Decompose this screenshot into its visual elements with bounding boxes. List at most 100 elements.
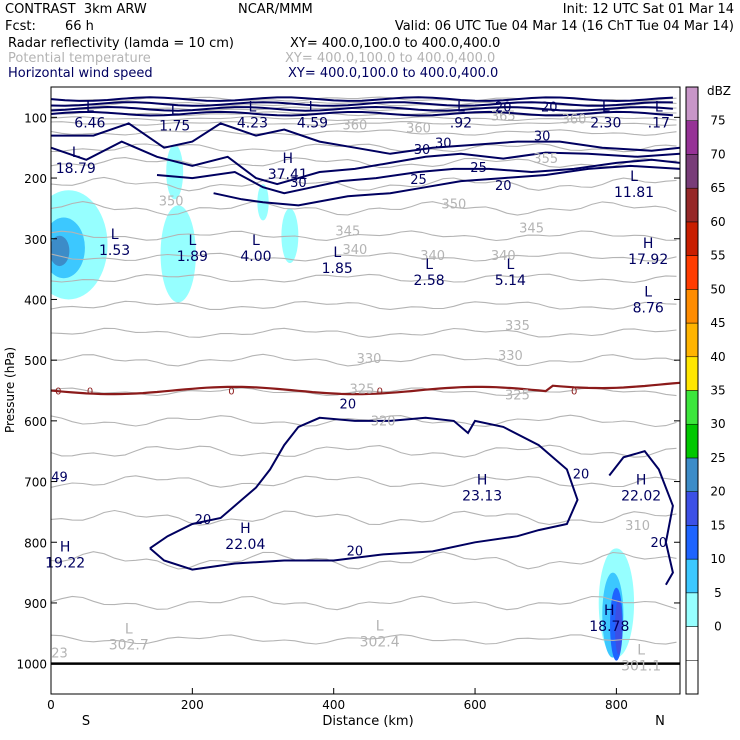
extremum-letter: L [252, 233, 260, 249]
colorbar-label: 60 [710, 215, 725, 229]
colorbar-label: 25 [710, 451, 725, 465]
theta-label: 350 [159, 194, 184, 209]
wind-label: 25 [470, 161, 487, 176]
extremum-letter: L [86, 99, 94, 115]
colorbar-swatch [685, 525, 699, 560]
colorbar-label: 5 [714, 586, 722, 600]
echo-a [166, 144, 184, 200]
upper-wind-contour [51, 96, 673, 103]
theta-label: 350 [441, 197, 466, 212]
echo-south-max [614, 599, 623, 655]
extremum-value: 6.46 [74, 115, 105, 131]
extremum-value: 5.14 [495, 273, 526, 289]
extremum-letter: H [636, 473, 647, 489]
freezing-level-line [51, 381, 680, 396]
y-tick-label: 200 [24, 172, 47, 186]
extremum-value: 1.85 [322, 261, 353, 277]
theta-contour [51, 509, 677, 526]
extremum-letter: L [506, 257, 514, 273]
extremum-value: 4.23 [237, 115, 268, 131]
plot-area: 0 0 0 0 0 [51, 96, 680, 661]
wind-label: 25 [410, 173, 427, 188]
extremum-letter: L [376, 618, 384, 634]
theta-contour [51, 252, 677, 262]
theta-contour [51, 106, 677, 112]
extremum-value: 301.1 [621, 659, 661, 675]
extremum-letter: H [477, 473, 488, 489]
y-tick-label: 600 [24, 415, 47, 429]
colorbar-swatch [685, 255, 699, 290]
x-tick-label: 0 [47, 698, 55, 712]
lower-jet-contour [149, 416, 579, 571]
extremum-letter: L [333, 245, 341, 261]
theta-contour [51, 595, 677, 611]
fcst-label: Fcst: [5, 19, 36, 34]
wind-label: 20 [347, 545, 364, 560]
chart-title: CONTRAST 3km ARW [5, 2, 147, 17]
colorbar-label: 20 [710, 485, 725, 499]
theta-label: 310 [625, 519, 650, 534]
extremum-value: 22.04 [225, 537, 265, 553]
colorbar-swatch [685, 86, 699, 121]
wind-label: 20 [573, 468, 590, 483]
upper-wind-contour [51, 110, 673, 117]
wind-label: 20 [495, 100, 512, 115]
freezing-level-label: 0 [55, 387, 61, 398]
theta-contour [51, 414, 677, 428]
y-tick-label: 500 [24, 354, 47, 368]
theta-label: 345 [519, 222, 544, 237]
extremum-letter: L [602, 99, 610, 115]
theta-label: 335 [505, 319, 530, 334]
colorbar-swatch [685, 491, 699, 526]
extremum-value: 1.89 [177, 249, 208, 265]
extremum-letter: L [111, 227, 119, 243]
echo-b [160, 205, 196, 303]
extremum-value: 22.02 [621, 489, 661, 505]
extremum-value: 1.53 [99, 243, 130, 259]
theta-contour [51, 387, 677, 397]
jet-contour [156, 158, 680, 195]
extremum-letter: L [457, 99, 465, 115]
edge-label: 23 [51, 647, 68, 662]
theta-contour [51, 273, 677, 284]
y-tick-label: 400 [24, 293, 47, 307]
colorbar-swatch [685, 592, 699, 627]
freezing-level-label: 0 [87, 387, 93, 398]
theta-label: 340 [491, 249, 516, 264]
x-axis-title: Distance (km) [322, 714, 413, 729]
theta-contour [51, 129, 677, 136]
theta-label: 355 [533, 152, 558, 167]
wind-label: 20 [495, 179, 512, 194]
extremum-value: .92 [450, 115, 472, 131]
east-wind-contour [608, 450, 674, 586]
extremum-letter: L [630, 169, 638, 185]
extremum-value: 302.4 [360, 634, 400, 650]
colorbar-label: 70 [710, 147, 725, 161]
y-axis-title: Pressure (hPa) [3, 347, 17, 433]
theta-label: 360 [406, 122, 431, 137]
reflectivity-echoes [51, 144, 635, 661]
x-tick-label: 200 [181, 698, 204, 712]
x-tick-label: 800 [605, 698, 628, 712]
freezing-level-label: 0 [377, 387, 383, 398]
theta-contour [51, 143, 677, 153]
colorbar-swatch [685, 457, 699, 492]
x-end-label-north: N [655, 714, 665, 729]
extremum-value: 17.92 [628, 252, 668, 268]
extremum-letter: L [655, 99, 663, 115]
layer-2-name: Potential temperature [8, 51, 151, 66]
wind-label: 20 [195, 513, 212, 528]
x-tick-label: 600 [464, 698, 487, 712]
theta-contour [51, 300, 677, 310]
extremum-value: 302.7 [109, 637, 149, 653]
extremum-value: 4.00 [240, 249, 271, 265]
wind-label: 20 [541, 100, 558, 115]
y-tick-label: 800 [24, 536, 47, 550]
colorbar-label: 75 [710, 114, 725, 128]
colorbar-swatch [685, 390, 699, 425]
colorbar-swatch [685, 626, 699, 661]
layer-3-name: Horizontal wind speed [8, 66, 153, 81]
y-tick-label: 100 [24, 111, 47, 125]
init-time: Init: 12 UTC Sat 01 Mar 14 [562, 2, 734, 17]
